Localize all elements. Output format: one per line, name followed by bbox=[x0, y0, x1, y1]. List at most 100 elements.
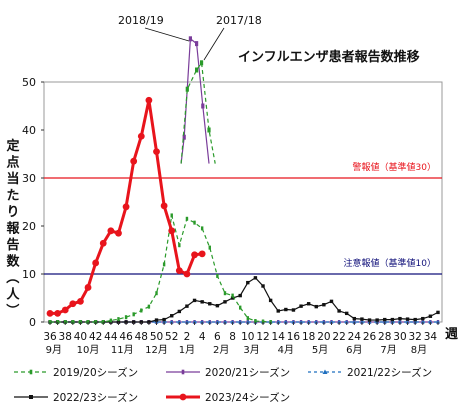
x-tick-label: 14 bbox=[272, 331, 286, 343]
x-tick-label: 6 bbox=[214, 331, 221, 343]
x-tick-label: 24 bbox=[348, 331, 362, 343]
callout-label: 2018/19 bbox=[118, 14, 164, 27]
month-label: 1月 bbox=[179, 344, 195, 356]
data-point bbox=[436, 310, 440, 315]
x-tick-label: 18 bbox=[302, 331, 315, 343]
data-point bbox=[99, 239, 107, 247]
data-point bbox=[168, 227, 176, 235]
data-point bbox=[238, 305, 242, 310]
plot-area bbox=[43, 81, 443, 323]
data-point bbox=[117, 317, 120, 322]
data-point bbox=[216, 273, 219, 278]
y-axis-label-char: （ bbox=[4, 270, 20, 283]
legend: 2019/20シーズン 2020/21シーズン 2021/22シーズン 2022/23… bbox=[14, 366, 432, 404]
month-label: 7月 bbox=[380, 344, 396, 356]
y-tick-label: 40 bbox=[22, 124, 36, 137]
x-tick-label: 22 bbox=[332, 331, 345, 343]
data-point bbox=[198, 250, 206, 258]
month-label: 8月 bbox=[411, 344, 427, 356]
data-point bbox=[390, 317, 395, 322]
x-tick-label: 10 bbox=[241, 331, 254, 343]
legend-marker bbox=[29, 369, 33, 375]
data-point bbox=[191, 251, 198, 259]
data-point bbox=[398, 316, 402, 321]
data-point bbox=[215, 303, 220, 308]
x-tick-label: 16 bbox=[287, 331, 301, 343]
inset-line bbox=[180, 61, 216, 164]
data-point bbox=[54, 309, 62, 317]
data-point bbox=[314, 320, 319, 324]
inset-point bbox=[188, 36, 192, 42]
y-tick-label: 50 bbox=[22, 76, 36, 89]
data-point bbox=[207, 320, 212, 324]
y-axis-label-char: ） bbox=[4, 303, 20, 316]
data-point bbox=[178, 243, 181, 248]
threshold-label: 注意報値（基準値10） bbox=[344, 257, 436, 269]
data-point bbox=[162, 320, 167, 324]
data-point bbox=[175, 267, 183, 275]
month-label: 12月 bbox=[145, 344, 168, 356]
data-point bbox=[413, 317, 417, 322]
month-label: 5月 bbox=[312, 344, 328, 356]
data-point bbox=[276, 320, 281, 324]
x-axis-unit: 週 bbox=[445, 327, 458, 342]
data-point bbox=[192, 320, 197, 324]
y-tick-label: 10 bbox=[22, 268, 36, 281]
data-point bbox=[155, 291, 158, 296]
y-axis-label-char: 告 bbox=[6, 237, 19, 253]
data-point bbox=[360, 317, 364, 321]
legend-marker bbox=[29, 395, 33, 399]
data-point bbox=[192, 298, 197, 303]
data-point bbox=[77, 297, 84, 305]
data-point bbox=[306, 302, 311, 306]
y-axis-label-char: り bbox=[6, 205, 19, 220]
month-label: 11月 bbox=[111, 344, 134, 356]
data-point bbox=[238, 293, 242, 298]
data-point bbox=[169, 320, 174, 324]
data-point bbox=[177, 309, 182, 314]
month-label: 4月 bbox=[278, 344, 294, 356]
data-point bbox=[84, 284, 92, 291]
data-point bbox=[276, 309, 280, 313]
threshold-lines: 警報値（基準値30） 注意報値（基準値10） bbox=[44, 161, 442, 275]
data-point bbox=[122, 203, 130, 211]
data-point bbox=[132, 312, 135, 317]
data-point bbox=[215, 320, 220, 324]
data-point bbox=[428, 320, 433, 324]
x-tick-label: 28 bbox=[378, 331, 391, 343]
inset-point bbox=[182, 134, 186, 140]
data-point bbox=[147, 304, 151, 309]
data-point bbox=[223, 300, 227, 304]
x-tick-label: 38 bbox=[59, 331, 72, 343]
y-axis-label-char: 点 bbox=[6, 155, 19, 171]
data-point bbox=[185, 216, 189, 221]
data-point bbox=[261, 319, 265, 324]
data-point bbox=[184, 320, 189, 324]
data-point bbox=[390, 320, 395, 324]
month-label: 6月 bbox=[346, 344, 362, 356]
data-point bbox=[420, 320, 425, 324]
y-axis-label-char: 報 bbox=[6, 221, 20, 237]
legend-label: 2022/23シーズン bbox=[53, 391, 138, 404]
data-point bbox=[314, 304, 318, 309]
x-tick-label: 44 bbox=[104, 331, 118, 343]
data-point bbox=[359, 320, 364, 324]
inset-point bbox=[185, 86, 189, 92]
data-point bbox=[238, 320, 243, 324]
series-lines bbox=[46, 96, 440, 324]
data-point bbox=[329, 299, 334, 304]
data-point bbox=[177, 320, 182, 324]
data-point bbox=[170, 314, 174, 318]
callout-label: 2017/18 bbox=[216, 14, 262, 27]
data-point bbox=[413, 320, 418, 324]
data-point bbox=[183, 270, 191, 278]
month-label: 2月 bbox=[213, 344, 229, 356]
data-point bbox=[383, 317, 387, 322]
y-axis-label-char: 人 bbox=[6, 287, 20, 303]
month-label: 10月 bbox=[77, 344, 100, 356]
data-point bbox=[130, 157, 138, 165]
x-tick-label: 4 bbox=[199, 331, 206, 343]
data-point bbox=[283, 320, 288, 324]
data-point bbox=[337, 320, 342, 324]
